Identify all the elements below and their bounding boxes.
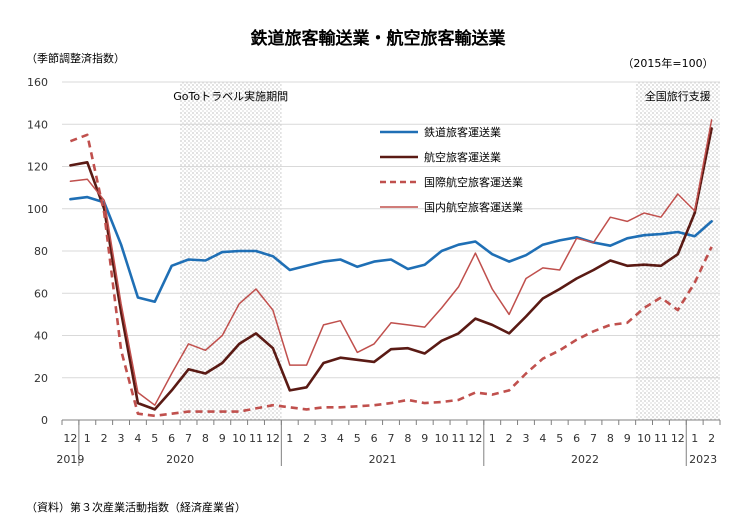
x-tick-label-8: 8 bbox=[202, 432, 209, 445]
year-label-2023: 2023 bbox=[689, 453, 717, 466]
y-tick-label-80: 80 bbox=[34, 245, 48, 258]
x-tick-label-7: 7 bbox=[185, 432, 192, 445]
x-tick-label-12: 12 bbox=[266, 432, 280, 445]
year-label-2019: 2019 bbox=[56, 453, 84, 466]
x-tick-label-18: 6 bbox=[371, 432, 378, 445]
x-tick-label-37: 1 bbox=[691, 432, 698, 445]
x-tick-label-23: 11 bbox=[451, 432, 465, 445]
axes-layer: 12 1 2 3 4 5 6 7 8 9 10 11 12 1 2 3 4 5 6 7 8 9 10 11 12 1 2 3 4 5 6 7 8… bbox=[56, 419, 721, 466]
x-tick-label-20: 8 bbox=[404, 432, 411, 445]
legend-label-0: 鉄道旅客運送業 bbox=[424, 125, 501, 139]
x-tick-label-26: 2 bbox=[506, 432, 513, 445]
source-note: （資料）第３次産業活動指数（経済産業省） bbox=[26, 500, 246, 514]
x-tick-label-5: 5 bbox=[151, 432, 158, 445]
y-tick-label-60: 60 bbox=[34, 287, 48, 300]
x-tick-label-29: 5 bbox=[556, 432, 563, 445]
year-label-2022: 2022 bbox=[571, 453, 599, 466]
base-note: （2015年=100） bbox=[622, 56, 713, 70]
x-tick-label-11: 11 bbox=[249, 432, 263, 445]
series-line-0 bbox=[69, 195, 713, 304]
legend-label-3: 国内航空旅客運送業 bbox=[424, 200, 523, 214]
x-tick-label-10: 10 bbox=[232, 432, 246, 445]
x-tick-label-28: 4 bbox=[539, 432, 546, 445]
y-tick-label-0: 0 bbox=[41, 414, 48, 427]
x-tick-label-16: 4 bbox=[337, 432, 344, 445]
y-axis-label: （季節調整済指数） bbox=[26, 51, 125, 65]
series-line-1 bbox=[69, 127, 713, 411]
x-tick-label-35: 11 bbox=[654, 432, 668, 445]
year-label-2020: 2020 bbox=[166, 453, 194, 466]
series-line-2 bbox=[69, 133, 713, 418]
y-tick-label-160: 160 bbox=[27, 76, 48, 89]
band-label-0: GoToトラベル実施期間 bbox=[173, 89, 288, 103]
lines-layer bbox=[69, 119, 713, 418]
x-tick-label-3: 3 bbox=[118, 432, 125, 445]
legend-label-2: 国際航空旅客運送業 bbox=[424, 175, 523, 189]
x-tick-label-25: 1 bbox=[489, 432, 496, 445]
x-tick-label-34: 10 bbox=[637, 432, 651, 445]
x-tick-label-6: 6 bbox=[168, 432, 175, 445]
band-label-1: 全国旅行支援 bbox=[645, 89, 711, 103]
y-tick-label-20: 20 bbox=[34, 372, 48, 385]
x-tick-label-22: 10 bbox=[435, 432, 449, 445]
x-tick-label-19: 7 bbox=[388, 432, 395, 445]
x-tick-label-4: 4 bbox=[134, 432, 141, 445]
x-tick-label-2: 2 bbox=[101, 432, 108, 445]
x-tick-label-33: 9 bbox=[624, 432, 631, 445]
x-tick-label-27: 3 bbox=[522, 432, 529, 445]
x-tick-label-30: 6 bbox=[573, 432, 580, 445]
y-tick-label-100: 100 bbox=[27, 203, 48, 216]
x-tick-label-36: 12 bbox=[671, 432, 685, 445]
x-tick-label-21: 9 bbox=[421, 432, 428, 445]
x-tick-label-13: 1 bbox=[286, 432, 293, 445]
year-label-2021: 2021 bbox=[369, 453, 397, 466]
x-tick-label-0: 12 bbox=[63, 432, 77, 445]
x-tick-label-1: 1 bbox=[84, 432, 91, 445]
series-line-3 bbox=[69, 119, 713, 406]
legend-label-1: 航空旅客運送業 bbox=[424, 150, 501, 164]
x-tick-label-24: 12 bbox=[468, 432, 482, 445]
x-tick-label-14: 2 bbox=[303, 432, 310, 445]
x-tick-label-9: 9 bbox=[219, 432, 226, 445]
x-tick-label-31: 7 bbox=[590, 432, 597, 445]
x-tick-label-32: 8 bbox=[607, 432, 614, 445]
grid-layer: 0 20 40 60 80 100 120 140 160 bbox=[27, 76, 720, 427]
y-tick-label-140: 140 bbox=[27, 118, 48, 131]
x-tick-label-38: 2 bbox=[708, 432, 715, 445]
x-tick-label-17: 5 bbox=[354, 432, 361, 445]
y-tick-label-120: 120 bbox=[27, 161, 48, 174]
x-tick-label-15: 3 bbox=[320, 432, 327, 445]
chart-title: 鉄道旅客輸送業・航空旅客輸送業 bbox=[251, 28, 506, 49]
y-tick-label-40: 40 bbox=[34, 330, 48, 343]
